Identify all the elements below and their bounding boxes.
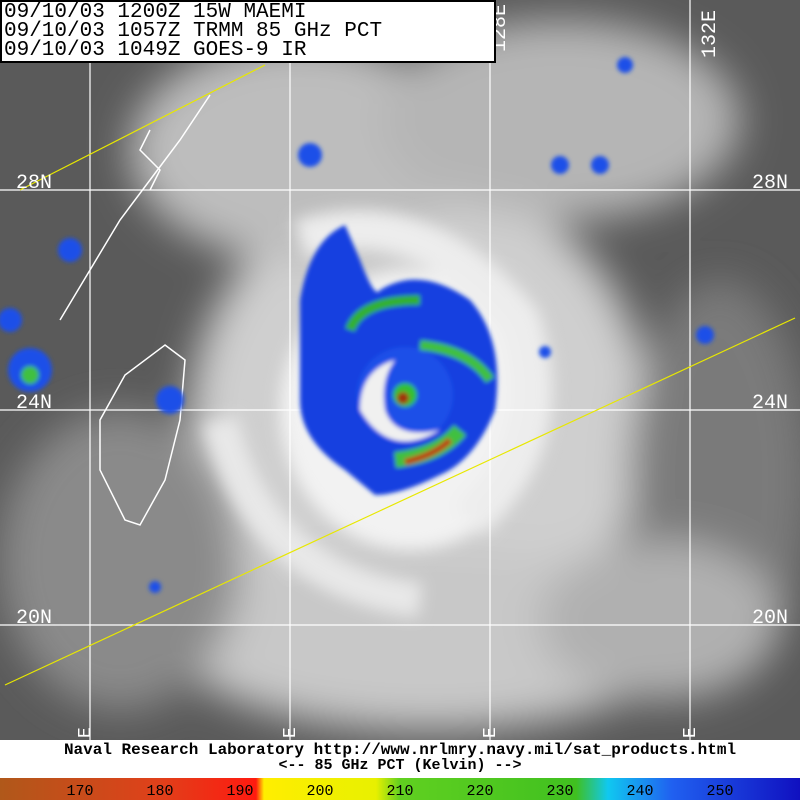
colorbar-tick-label: 220 (466, 783, 493, 800)
lat-label: 24N (752, 392, 788, 415)
colorbar-tick-label: 200 (306, 783, 333, 800)
colorbar-tick-label: 250 (706, 783, 733, 800)
lon-label: E (281, 727, 301, 738)
colorbar-tick-label: 230 (546, 783, 573, 800)
header-line: 09/10/03 1200Z 15W MAEMI (4, 1, 306, 24)
lon-label: E (76, 727, 96, 738)
lat-label: 20N (752, 607, 788, 630)
coastline (59, 94, 211, 526)
header-line: 09/10/03 1057Z TRMM 85 GHz PCT (4, 20, 382, 43)
lat-label: 20N (16, 607, 52, 630)
lon-label: 132E (699, 10, 722, 58)
lat-label: 28N (16, 172, 52, 195)
microwave-pct (0, 57, 714, 593)
swath-edge (4, 64, 796, 686)
credit: Naval Research Laboratory http://www.nrl… (64, 741, 736, 759)
lon-label: E (681, 727, 701, 738)
grid (0, 0, 800, 740)
lat-label: 24N (16, 392, 52, 415)
colorbar-tick-label: 180 (146, 783, 173, 800)
header-line: 09/10/03 1049Z GOES-9 IR (4, 39, 307, 62)
scale-title: <-- 85 GHz PCT (Kelvin) --> (278, 757, 521, 774)
colorbar (0, 778, 800, 800)
lat-label: 28N (752, 172, 788, 195)
colorbar-tick-label: 190 (226, 783, 253, 800)
footer-bg (0, 740, 800, 778)
colorbar-tick-label: 240 (626, 783, 653, 800)
lon-label: E (481, 727, 501, 738)
ir-imagery (0, 0, 800, 740)
colorbar-tick-label: 170 (66, 783, 93, 800)
colorbar-tick-label: 210 (386, 783, 413, 800)
